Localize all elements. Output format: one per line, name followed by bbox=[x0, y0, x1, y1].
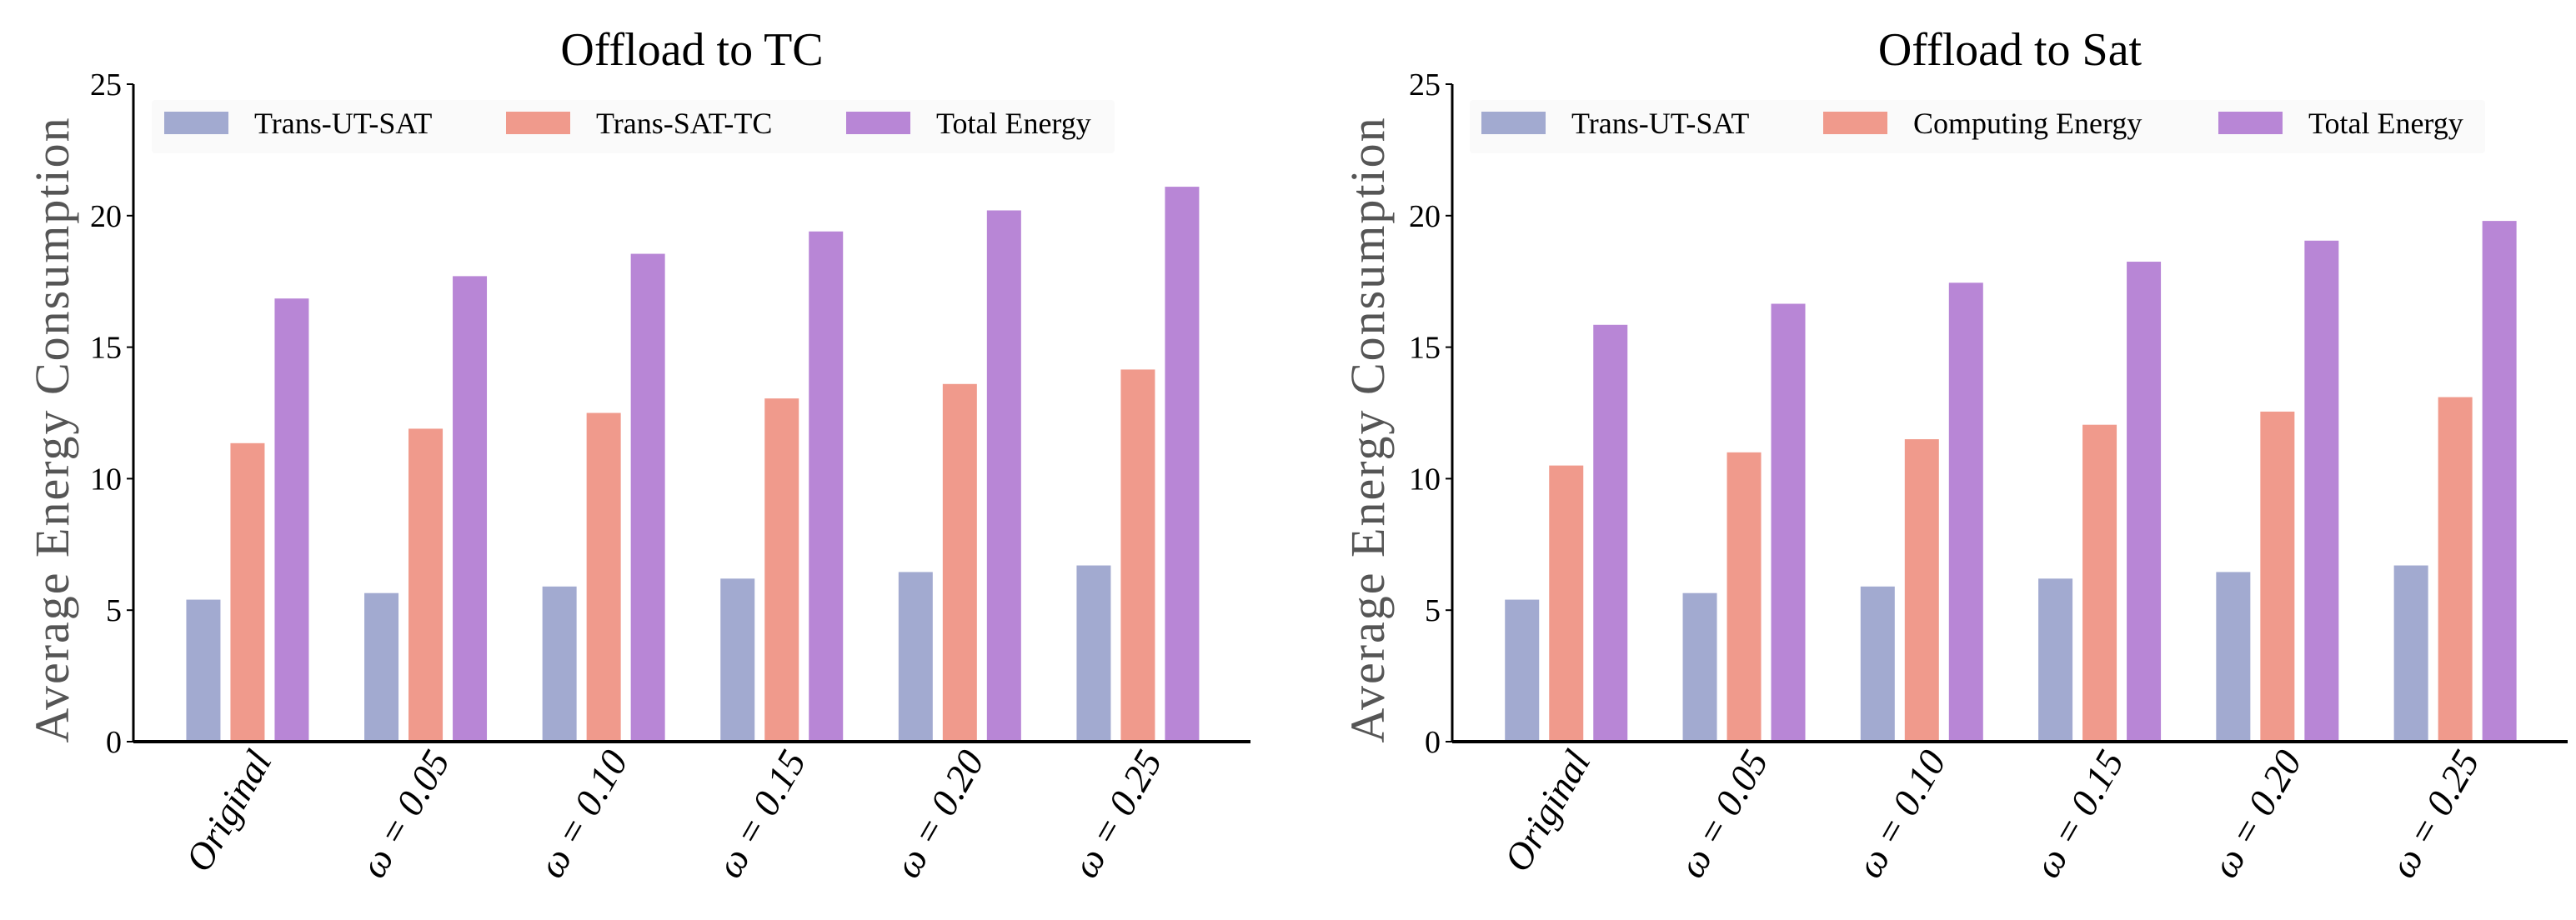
x-tick-label: ω = 0.05 bbox=[352, 743, 459, 885]
bar-computing-energy bbox=[2260, 411, 2295, 742]
legend-swatch bbox=[2218, 112, 2283, 134]
legend-swatch bbox=[846, 112, 910, 134]
bar-trans-sat-tc bbox=[1120, 369, 1155, 742]
legend-swatch bbox=[506, 112, 570, 134]
y-tick-label: 10 bbox=[1409, 462, 1441, 497]
bar-total-energy bbox=[274, 298, 309, 742]
legend-label: Computing Energy bbox=[1913, 107, 2142, 140]
y-tick-label: 25 bbox=[90, 68, 122, 102]
bar-computing-energy bbox=[1549, 465, 1584, 742]
x-tick-label: Original bbox=[177, 743, 279, 879]
x-tick-label: ω = 0.20 bbox=[885, 743, 992, 885]
y-axis-label: Average Energy Consumption bbox=[25, 116, 79, 742]
legend-label: Total Energy bbox=[2308, 107, 2463, 140]
bar-trans-sat-tc bbox=[764, 398, 799, 742]
x-tick-label: ω = 0.05 bbox=[1670, 743, 1777, 885]
chart-2: Offload to Sat Average Energy Consumption… bbox=[1341, 24, 2568, 885]
bar-trans-ut-sat bbox=[2038, 578, 2073, 742]
x-tick-label: ω = 0.25 bbox=[2381, 743, 2488, 885]
legend-swatch bbox=[1823, 112, 1887, 134]
bar-trans-ut-sat bbox=[898, 572, 933, 742]
y-tick-label: 15 bbox=[1409, 331, 1441, 366]
bar-total-energy bbox=[630, 253, 665, 742]
bar-total-energy bbox=[1593, 324, 1628, 742]
legend-label: Trans-UT-SAT bbox=[254, 107, 432, 140]
legend-swatch bbox=[164, 112, 228, 134]
y-tick-label: 20 bbox=[90, 199, 122, 234]
bar-trans-ut-sat bbox=[2393, 565, 2428, 742]
bar-trans-ut-sat bbox=[364, 592, 399, 742]
bar-trans-ut-sat bbox=[542, 586, 577, 742]
chart-1: Offload to TC Average Energy Consumption 0… bbox=[25, 24, 1250, 885]
bar-computing-energy bbox=[1904, 439, 1939, 742]
x-tick-label: ω = 0.10 bbox=[1847, 743, 1954, 885]
x-tick-label: ω = 0.15 bbox=[2026, 743, 2132, 885]
y-tick-label: 25 bbox=[1409, 68, 1441, 102]
bar-total-energy bbox=[2304, 240, 2339, 742]
bar-total-energy bbox=[986, 210, 1021, 742]
y-axis-label: Average Energy Consumption bbox=[1341, 116, 1395, 742]
bar-computing-energy bbox=[1727, 452, 1762, 742]
x-tick-label: ω = 0.20 bbox=[2203, 743, 2310, 885]
bar-total-energy bbox=[2127, 262, 2162, 742]
bar-total-energy bbox=[453, 276, 488, 742]
x-tick-label: ω = 0.15 bbox=[708, 743, 814, 885]
y-tick-label: 15 bbox=[90, 331, 122, 366]
bar-trans-ut-sat bbox=[1860, 586, 1895, 742]
x-tick-label: ω = 0.10 bbox=[529, 743, 636, 885]
bar-trans-ut-sat bbox=[1682, 592, 1717, 742]
chart-title: Offload to TC bbox=[560, 24, 823, 76]
chart-title: Offload to Sat bbox=[1878, 24, 2142, 76]
x-tick-label: Original bbox=[1496, 743, 1598, 879]
bar-total-energy bbox=[1165, 187, 1200, 742]
bar-total-energy bbox=[809, 231, 844, 742]
legend-label: Trans-UT-SAT bbox=[1571, 107, 1749, 140]
y-tick-label: 10 bbox=[90, 462, 122, 497]
bar-trans-ut-sat bbox=[720, 578, 755, 742]
x-tick-label: ω = 0.25 bbox=[1064, 743, 1170, 885]
y-tick-label: 0 bbox=[106, 725, 122, 760]
bar-total-energy bbox=[1948, 282, 1983, 742]
y-tick-label: 5 bbox=[1425, 593, 1441, 628]
bar-trans-ut-sat bbox=[1505, 599, 1540, 742]
bar-trans-ut-sat bbox=[2216, 572, 2251, 742]
legend-swatch bbox=[1481, 112, 1546, 134]
bar-trans-sat-tc bbox=[230, 442, 265, 742]
y-tick-label: 5 bbox=[106, 593, 122, 628]
bar-computing-energy bbox=[2082, 424, 2117, 742]
bar-trans-ut-sat bbox=[1076, 565, 1111, 742]
bar-total-energy bbox=[1771, 303, 1806, 742]
legend-label: Total Energy bbox=[936, 107, 1091, 140]
bar-total-energy bbox=[2482, 221, 2517, 742]
bar-computing-energy bbox=[2438, 397, 2473, 742]
bar-trans-sat-tc bbox=[408, 428, 444, 742]
bar-trans-ut-sat bbox=[186, 599, 221, 742]
y-tick-label: 0 bbox=[1425, 725, 1441, 760]
bar-trans-sat-tc bbox=[942, 383, 977, 742]
legend-label: Trans-SAT-TC bbox=[596, 107, 772, 140]
y-tick-label: 20 bbox=[1409, 199, 1441, 234]
bar-trans-sat-tc bbox=[586, 412, 621, 742]
